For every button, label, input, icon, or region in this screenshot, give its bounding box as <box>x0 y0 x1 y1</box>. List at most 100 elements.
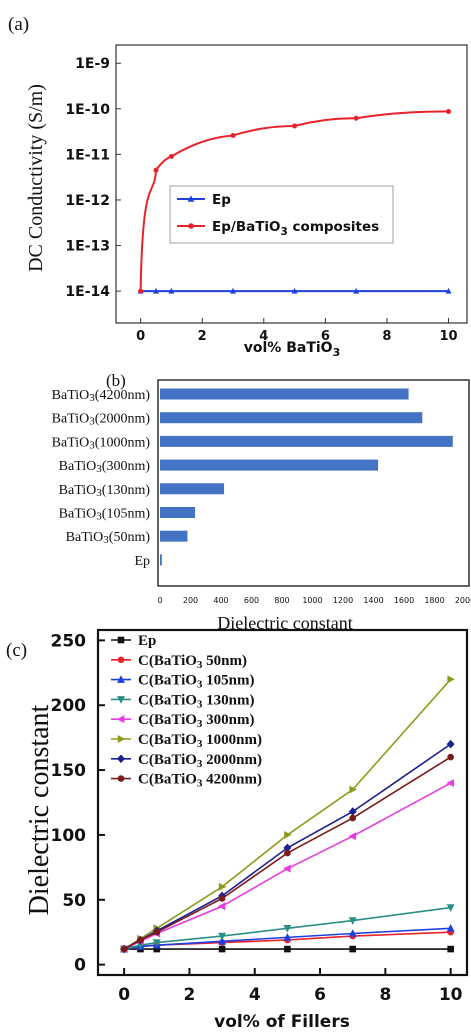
bar-1000nm <box>160 435 453 447</box>
legend-entry-sub: 3 <box>197 718 203 730</box>
legend-entry-tail: composites <box>288 219 379 235</box>
category-label-sub: 3 <box>96 463 102 475</box>
category-label-main: BaTiO <box>52 388 90 403</box>
panel-b-xlabel: Dielectric constant <box>217 613 352 633</box>
data-point-series-3 <box>218 932 227 941</box>
data-point-series-0 <box>218 945 226 953</box>
category-label-size: (50nm) <box>109 530 151 545</box>
y-tick-label: 1E-10 <box>65 102 110 118</box>
panel-b-axes-frame <box>157 379 470 587</box>
data-point-series-2 <box>283 933 292 941</box>
legend-entry-name: Ep <box>212 192 231 208</box>
legend-box <box>169 185 394 244</box>
panel-a-ticks: 1E-9 1E-10 1E-11 1E-12 1E-13 1E-14 0 2 4 6 8 10 <box>65 56 457 344</box>
legend-entry-name: C(BaTiO <box>138 712 197 728</box>
x-tick-label: 1600 <box>394 596 414 605</box>
panel-b-bars <box>160 388 453 566</box>
data-point-series-3 <box>348 917 357 925</box>
x-tick-label: 4 <box>259 329 268 344</box>
data-point-series-5 <box>218 882 227 891</box>
data-point-ep <box>445 287 452 294</box>
x-tick-label: 0 <box>136 329 145 344</box>
data-point-ep <box>168 287 175 294</box>
category-label-main: BaTiO <box>59 507 97 522</box>
y-tick-label: 50 <box>62 891 86 911</box>
panel-c-ticks: 0 50 100 150 200 250 0 2 4 6 8 10 <box>51 631 463 1005</box>
panel-c-axes-frame <box>96 628 469 977</box>
panel-a-axes-frame <box>115 44 468 324</box>
category-label-sub: 3 <box>96 511 102 523</box>
legend-swatch-marker <box>117 696 125 704</box>
data-point-ep-batio3 <box>292 123 298 129</box>
category-label: BaTiO3(1000nm) <box>52 435 151 451</box>
legend-entry-name: C(BaTiO <box>138 752 197 768</box>
x-tick-label: 600 <box>244 596 259 605</box>
legend-entry: C(BaTiO3 130nm) <box>138 692 255 710</box>
data-point-series-2 <box>218 936 227 945</box>
data-point-series-6 <box>283 843 292 853</box>
data-point-series-4 <box>348 832 357 841</box>
panel-b: (b) BaTiO3(4200nm)BaTiO3(2000nm)BaTiO3(1… <box>52 371 471 633</box>
category-label-sub: 3 <box>96 487 102 499</box>
panel-a-xlabel: vol% BaTiO3 <box>244 340 340 359</box>
legend-swatch-marker <box>187 195 195 202</box>
legend-entry-sub: 3 <box>197 679 203 691</box>
legend-entry-name: C(BaTiO <box>138 653 197 669</box>
x-tick-label: 10 <box>439 329 457 344</box>
panel-c-xlabel: vol% of Fillers <box>214 1012 350 1032</box>
category-label-main: BaTiO <box>59 459 97 474</box>
legend-entry: C(BaTiO3 4200nm) <box>138 772 262 790</box>
bar-4200nm <box>160 388 409 400</box>
legend-swatch-marker <box>117 775 125 782</box>
panel-a-xlabel-main: vol% BaTiO <box>244 340 333 356</box>
x-tick-label: 0 <box>157 596 162 605</box>
legend-swatch-marker <box>116 715 125 724</box>
bar-300nm <box>160 459 379 471</box>
y-tick-label: 100 <box>51 826 87 846</box>
x-tick-label: 10 <box>439 985 463 1005</box>
data-point-series-7 <box>349 814 357 822</box>
data-point-series-0 <box>349 945 357 953</box>
x-tick-label: 1800 <box>424 596 444 605</box>
legend-entry: Ep/BaTiO3 composites <box>212 219 379 238</box>
data-point-series-5 <box>284 830 292 839</box>
panel-c-legend: EpC(BaTiO3 50nm)C(BaTiO3 105nm)C(BaTiO3 … <box>111 633 262 790</box>
data-point-series-4 <box>283 864 291 873</box>
legend-entry-sub: 3 <box>197 778 203 790</box>
data-point-ep-batio3 <box>353 115 359 121</box>
data-point-ep-batio3 <box>153 167 159 173</box>
category-label: BaTiO3(300nm) <box>59 459 151 475</box>
legend-entry: Ep <box>212 192 231 208</box>
category-label-main: Ep <box>134 554 150 569</box>
data-point-series-3 <box>152 939 161 947</box>
legend-swatch-marker <box>117 735 126 743</box>
y-tick-label: 1E-9 <box>75 56 110 72</box>
legend-entry-tail: 4200nm) <box>202 772 262 788</box>
legend-entry-name: C(BaTiO <box>138 673 197 689</box>
legend-swatch-marker <box>117 754 125 764</box>
category-label-size: (2000nm) <box>95 412 151 427</box>
data-point-ep-batio3 <box>168 153 174 159</box>
legend-entry-tail: 1000nm) <box>202 732 262 748</box>
legend-entry-tail: 130nm) <box>202 692 254 708</box>
panel-c-label: (c) <box>6 640 27 661</box>
data-point-series-5 <box>349 785 357 794</box>
panel-a-label: (a) <box>8 14 29 35</box>
legend-swatch-marker <box>117 656 125 664</box>
category-label-main: BaTiO <box>52 412 90 427</box>
data-point-series-6 <box>446 739 455 749</box>
x-tick-label: 6 <box>321 329 330 344</box>
data-point-series-5 <box>447 675 455 684</box>
legend-entry-sub: 3 <box>197 698 203 710</box>
x-tick-label: 8 <box>379 985 391 1005</box>
data-point-ep-batio3 <box>138 288 144 294</box>
data-point-ep-batio3 <box>230 132 236 138</box>
category-label-sub: 3 <box>89 416 95 428</box>
legend-entry: C(BaTiO3 2000nm) <box>138 752 262 770</box>
x-tick-label: 2 <box>184 985 196 1005</box>
legend-entry: C(BaTiO3 105nm) <box>138 673 255 691</box>
category-label-sub: 3 <box>103 534 109 546</box>
data-point-series-3 <box>446 904 455 912</box>
category-label-size: (105nm) <box>102 507 151 522</box>
